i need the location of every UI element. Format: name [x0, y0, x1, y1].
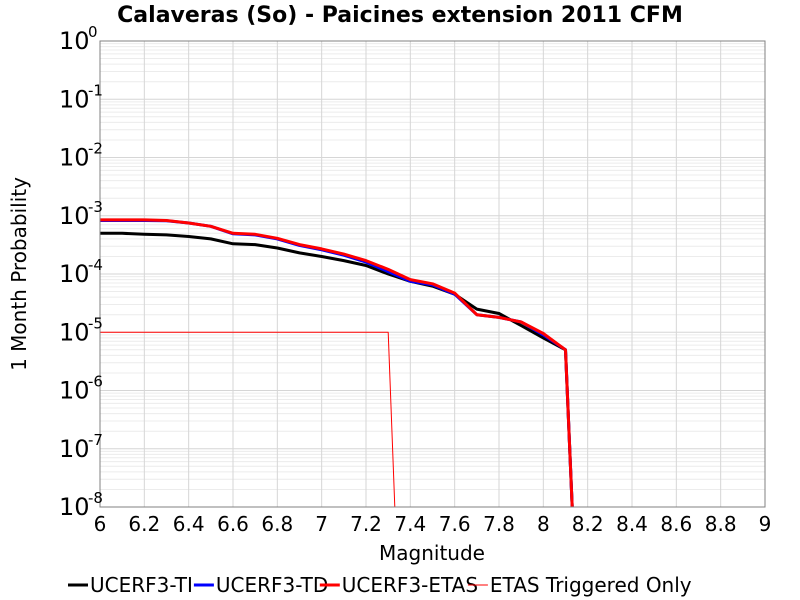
x-tick-label: 7.4	[394, 512, 426, 536]
y-tick-label: 10-1	[59, 81, 103, 113]
series-line-etas-triggered-only	[100, 331, 396, 508]
y-tick-base: 10	[59, 493, 90, 521]
x-tick-label: 8.6	[660, 512, 692, 536]
y-tick-base: 10	[59, 85, 90, 113]
legend-label: UCERF3-ETAS	[342, 573, 478, 597]
y-tick-exponent: -7	[88, 431, 103, 449]
y-tick-label: 10-6	[59, 373, 103, 405]
x-tick-label: 8.4	[616, 512, 648, 536]
y-tick-exponent: 0	[88, 23, 98, 41]
legend-item-ucerf3-ti: UCERF3-TI	[68, 573, 193, 597]
y-tick-exponent: -4	[88, 256, 103, 274]
y-tick-exponent: -6	[88, 373, 103, 391]
series-line-ucerf3-etas	[100, 218, 574, 508]
legend-label: UCERF3-TI	[90, 573, 193, 597]
legend-item-ucerf3-etas: UCERF3-ETAS	[319, 573, 478, 597]
y-tick-label: 10-5	[59, 314, 103, 346]
y-tick-base: 10	[59, 27, 90, 55]
y-tick-label: 10-2	[59, 140, 103, 172]
x-tick-label: 6.4	[173, 512, 205, 536]
legend-label: ETAS Triggered Only	[490, 573, 692, 597]
x-tick-label: 7.8	[483, 512, 515, 536]
x-tick-label: 8.8	[705, 512, 737, 536]
series-layer	[100, 218, 574, 508]
y-tick-label: 10-7	[59, 431, 103, 463]
series-line-ucerf3-td	[100, 219, 574, 508]
y-tick-label: 10-4	[59, 256, 103, 288]
y-tick-exponent: -3	[88, 198, 103, 216]
y-axis-label: 1 Month Probability	[7, 177, 31, 371]
y-tick-exponent: -2	[88, 140, 103, 158]
y-tick-label: 100	[59, 23, 98, 55]
x-tick-label: 8	[537, 512, 550, 536]
y-tick-exponent: -5	[88, 314, 103, 332]
legend-item-ucerf3-td: UCERF3-TD	[193, 573, 328, 597]
chart-title: Calaveras (So) - Paicines extension 2011…	[117, 3, 683, 28]
y-tick-base: 10	[59, 318, 90, 346]
x-tick-label: 6.8	[261, 512, 293, 536]
legend: UCERF3-TI UCERF3-TD UCERF3-ETAS ETAS Trigge…	[68, 573, 692, 597]
x-tick-label: 6.6	[217, 512, 249, 536]
x-tick-label: 7.2	[350, 512, 382, 536]
y-tick-exponent: -8	[88, 489, 103, 507]
x-tick-label: 6	[94, 512, 107, 536]
x-tick-label: 9	[759, 512, 772, 536]
x-axis-ticks: 6 6.2 6.4 6.6 6.8 7 7.2 7.4 7.6 7.8 8 8.2 8.4 8.6 8.8 9	[94, 512, 772, 536]
legend-label: UCERF3-TD	[216, 573, 328, 597]
y-tick-label: 10-8	[59, 489, 103, 521]
x-tick-label: 6.2	[128, 512, 160, 536]
y-tick-base: 10	[59, 377, 90, 405]
x-tick-label: 7.6	[439, 512, 471, 536]
y-tick-base: 10	[59, 144, 90, 172]
x-axis-label: Magnitude	[379, 541, 485, 565]
y-tick-base: 10	[59, 435, 90, 463]
y-tick-exponent: -1	[88, 81, 103, 99]
y-tick-base: 10	[59, 260, 90, 288]
x-tick-label: 7	[315, 512, 328, 536]
plot-area-border	[99, 40, 766, 508]
x-tick-label: 8.2	[572, 512, 604, 536]
y-tick-label: 10-3	[59, 198, 103, 230]
legend-item-etas-triggered-only: ETAS Triggered Only	[467, 573, 692, 597]
y-tick-base: 10	[59, 202, 90, 230]
grid	[99, 40, 766, 508]
